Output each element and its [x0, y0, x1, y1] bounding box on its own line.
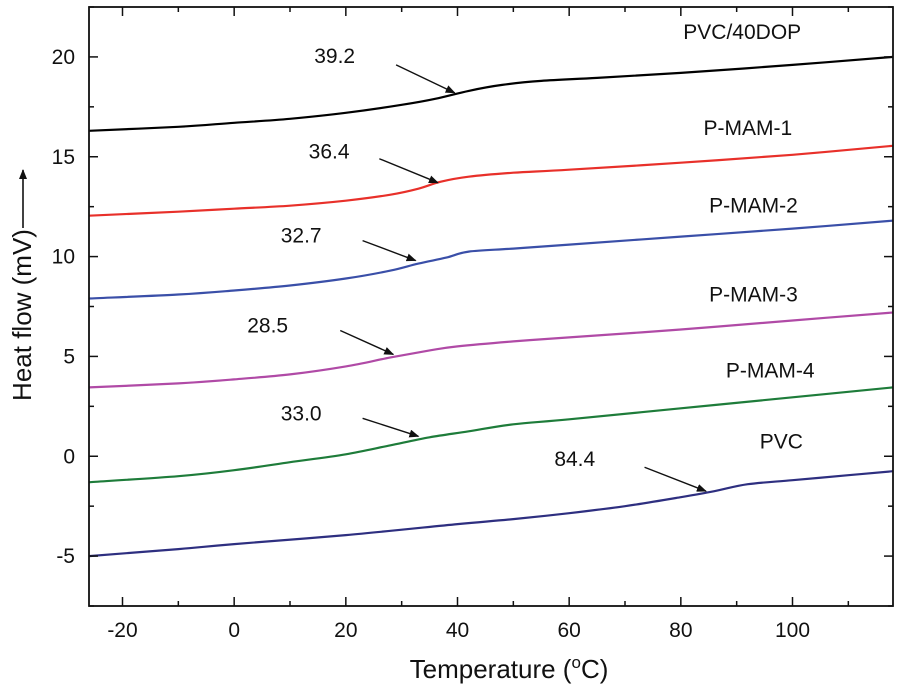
tg-value-label: 28.5 [247, 314, 288, 337]
tg-value-label: 84.4 [554, 448, 595, 471]
series-name-label: PVC/40DOP [683, 21, 801, 44]
y-tick-label: 20 [52, 46, 75, 69]
series-p-mam-4: P-MAM-4 33.0 [88, 359, 894, 484]
tg-arrow [362, 239, 417, 262]
x-tick-label: 60 [557, 619, 580, 642]
series-name-label: P-MAM-4 [726, 359, 815, 382]
x-tick-label: 80 [669, 619, 692, 642]
y-axis-title: Heat flow (mV) [7, 229, 37, 401]
x-tick-label: 100 [775, 619, 810, 642]
y-tick-label: 10 [52, 246, 75, 269]
x-tick-label: 40 [446, 619, 469, 642]
series-line [88, 55, 894, 132]
plot-area: PVC/40DOP39.2P-MAM-136.4P-MAM-232.7P-MAM… [88, 21, 894, 558]
x-tick-label: 20 [334, 619, 357, 642]
tg-arrow [644, 466, 707, 492]
series-p-mam-3: P-MAM-3 28.5 [88, 284, 894, 389]
axes: -20 0 20 40 60 80 100 -5 0 5 10 15 20 [52, 6, 894, 642]
x-tick-label: 0 [228, 619, 240, 642]
x-axis-title-superscript: o [571, 653, 580, 672]
series-line [88, 386, 894, 484]
series-pvc-40dop: PVC/40DOP 39.2 [88, 21, 894, 132]
y-tick-label: 15 [52, 146, 75, 169]
x-axis-title: Temperature (oC) [410, 653, 609, 684]
tg-value-label: 36.4 [309, 141, 350, 164]
x-tick-label: -20 [107, 619, 137, 642]
tg-value-label: 32.7 [281, 225, 322, 248]
series-line [88, 219, 894, 300]
y-tick-label: -5 [56, 545, 75, 568]
series-line [88, 144, 894, 217]
series-name-label: PVC [760, 430, 803, 453]
tg-arrow [395, 64, 456, 94]
series-pvc: PVC 84.4 [88, 430, 894, 558]
y-tick-label: 0 [63, 445, 75, 468]
tg-arrow [339, 329, 395, 356]
tg-arrow [362, 417, 420, 438]
series-line [88, 311, 894, 389]
y-tick-label: 5 [63, 345, 75, 368]
series-name-label: P-MAM-2 [709, 195, 798, 218]
series-p-mam-1: P-MAM-1 36.4 [88, 117, 894, 217]
series-name-label: P-MAM-3 [709, 284, 798, 307]
tg-arrow [379, 158, 439, 184]
series-name-label: P-MAM-1 [703, 117, 792, 140]
series-p-mam-2: P-MAM-2 32.7 [88, 195, 894, 300]
tg-value-label: 39.2 [314, 45, 355, 68]
series-line [88, 470, 894, 558]
tg-value-label: 33.0 [281, 402, 322, 425]
